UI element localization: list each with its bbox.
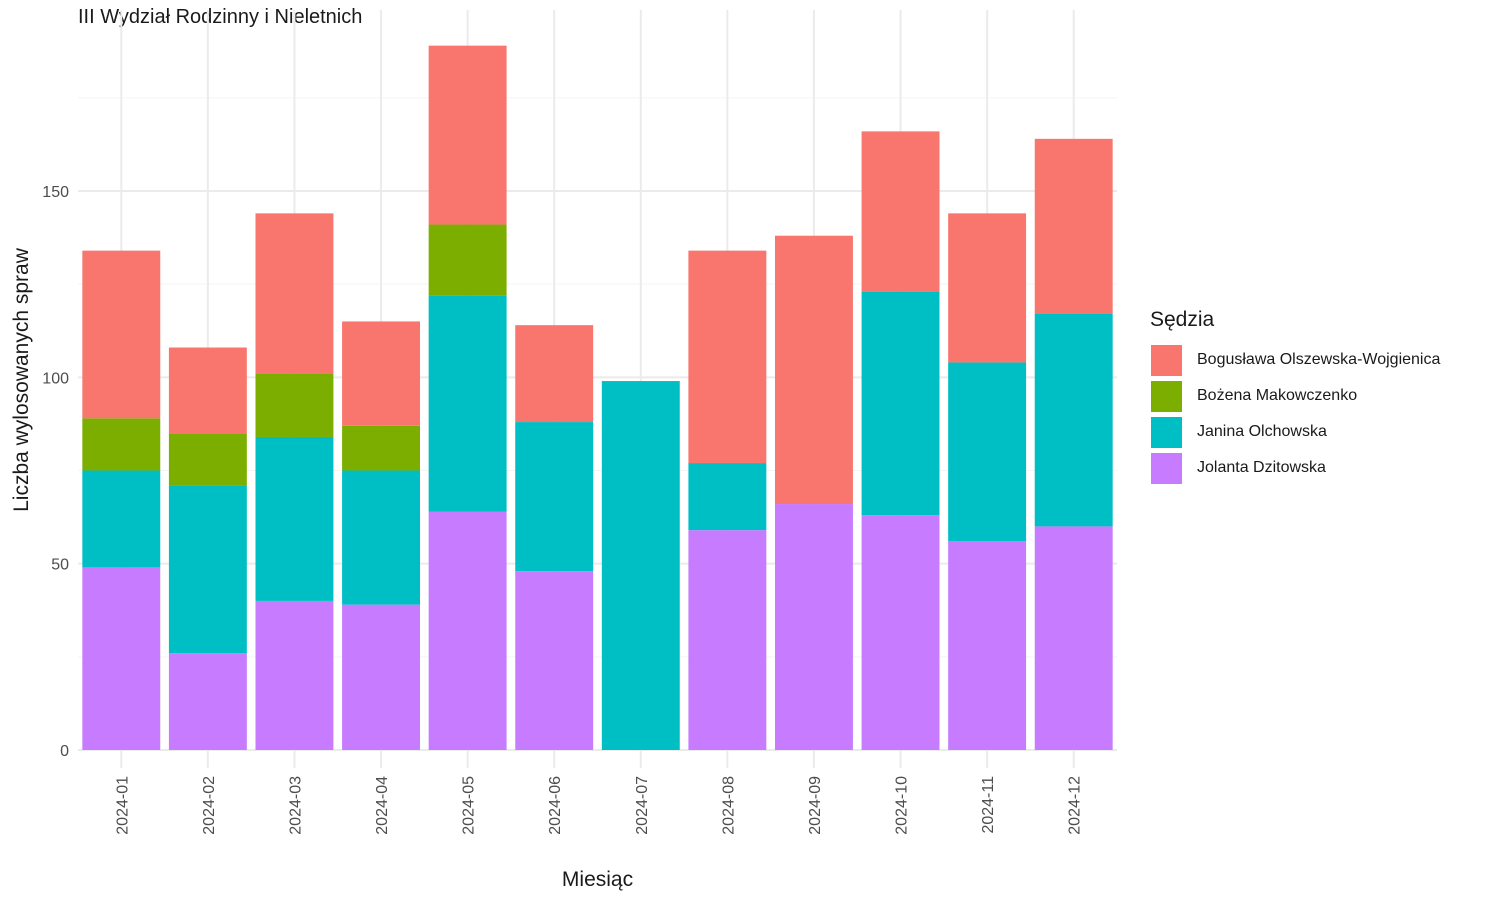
legend-item: Janina Olchowska — [1150, 414, 1440, 450]
bar-segment — [515, 422, 594, 572]
x-tick-label: 2024-12 — [1067, 776, 1084, 835]
bar-segment — [948, 541, 1027, 750]
bar-segment — [861, 291, 940, 516]
bar-segment — [948, 362, 1027, 542]
bar-segment — [255, 436, 334, 601]
legend-label: Janina Olchowska — [1197, 423, 1327, 440]
bar-segment — [342, 604, 421, 750]
bar-segment — [688, 530, 767, 750]
legend-label: Bogusława Olszewska-Wojgienica — [1197, 351, 1441, 368]
legend-swatch — [1150, 415, 1183, 449]
x-tick-label: 2024-08 — [720, 776, 737, 835]
x-tick-label: 2024-01 — [114, 776, 131, 835]
bar-segment — [688, 463, 767, 531]
bar-segment — [774, 504, 853, 750]
x-tick-label: 2024-10 — [894, 776, 911, 835]
legend-label: Jolanta Dzitowska — [1197, 459, 1326, 476]
bar-segment — [168, 433, 247, 486]
bar-segment — [1034, 526, 1113, 750]
legend: Sędzia Bogusława Olszewska-Wojgienica Boż… — [1150, 308, 1440, 486]
x-tick-label: 2024-11 — [980, 776, 997, 834]
bar-segment — [255, 373, 334, 437]
legend-item: Jolanta Dzitowska — [1150, 450, 1440, 486]
chart-title: III Wydział Rodzinny i Nieletnich — [78, 6, 363, 28]
legend-item: Bożena Makowczenko — [1150, 378, 1440, 414]
bar-segment — [428, 511, 507, 750]
bar-segment — [428, 224, 507, 296]
y-tick-label: 50 — [51, 557, 69, 574]
bar-segment — [82, 418, 161, 471]
bar-segment — [515, 325, 594, 423]
x-tick-label: 2024-05 — [461, 776, 478, 835]
legend-items: Bogusława Olszewska-Wojgienica Bożena Mak… — [1150, 342, 1440, 486]
bar-segment — [861, 515, 940, 750]
bar-segment — [342, 321, 421, 426]
legend-swatch — [1150, 343, 1183, 377]
bar-segment — [82, 470, 161, 568]
bar-segment — [688, 250, 767, 464]
bar-segment — [774, 235, 853, 505]
x-tick-label: 2024-06 — [547, 776, 564, 835]
x-axis-title: Miesiąc — [562, 868, 633, 891]
bar-segment — [168, 485, 247, 654]
bar-segment — [255, 600, 334, 750]
legend-title: Sędzia — [1150, 308, 1215, 331]
bar-segment — [861, 131, 940, 292]
bar-segment — [948, 213, 1027, 363]
legend-label: Bożena Makowczenko — [1197, 387, 1358, 404]
legend-item: Bogusława Olszewska-Wojgienica — [1150, 342, 1440, 378]
y-axis-title: Liczba wylosowanych spraw — [10, 247, 33, 512]
legend-swatch — [1150, 451, 1183, 485]
bar-segment — [82, 567, 161, 750]
legend-swatch — [1150, 379, 1183, 413]
x-tick-label: 2024-03 — [287, 776, 304, 835]
x-tick-label: 2024-07 — [634, 776, 651, 835]
y-tick-label: 100 — [42, 370, 69, 387]
bar-segment — [342, 425, 421, 471]
bar-segment — [342, 470, 421, 605]
bar-segment — [515, 571, 594, 750]
bar-segment — [601, 381, 680, 750]
x-tick-label: 2024-09 — [807, 776, 824, 835]
bar-segment — [428, 295, 507, 512]
bar-segment — [168, 347, 247, 434]
x-tick-label: 2024-04 — [374, 776, 391, 835]
y-tick-label: 0 — [60, 743, 69, 760]
x-tick-label: 2024-02 — [201, 776, 218, 835]
y-tick-label: 150 — [42, 184, 69, 201]
bar-segment — [255, 213, 334, 374]
bar-segment — [428, 45, 507, 225]
bar-segment — [82, 250, 161, 419]
bar-segment — [1034, 138, 1113, 314]
bar-segment — [1034, 313, 1113, 527]
bar-segment — [168, 653, 247, 750]
